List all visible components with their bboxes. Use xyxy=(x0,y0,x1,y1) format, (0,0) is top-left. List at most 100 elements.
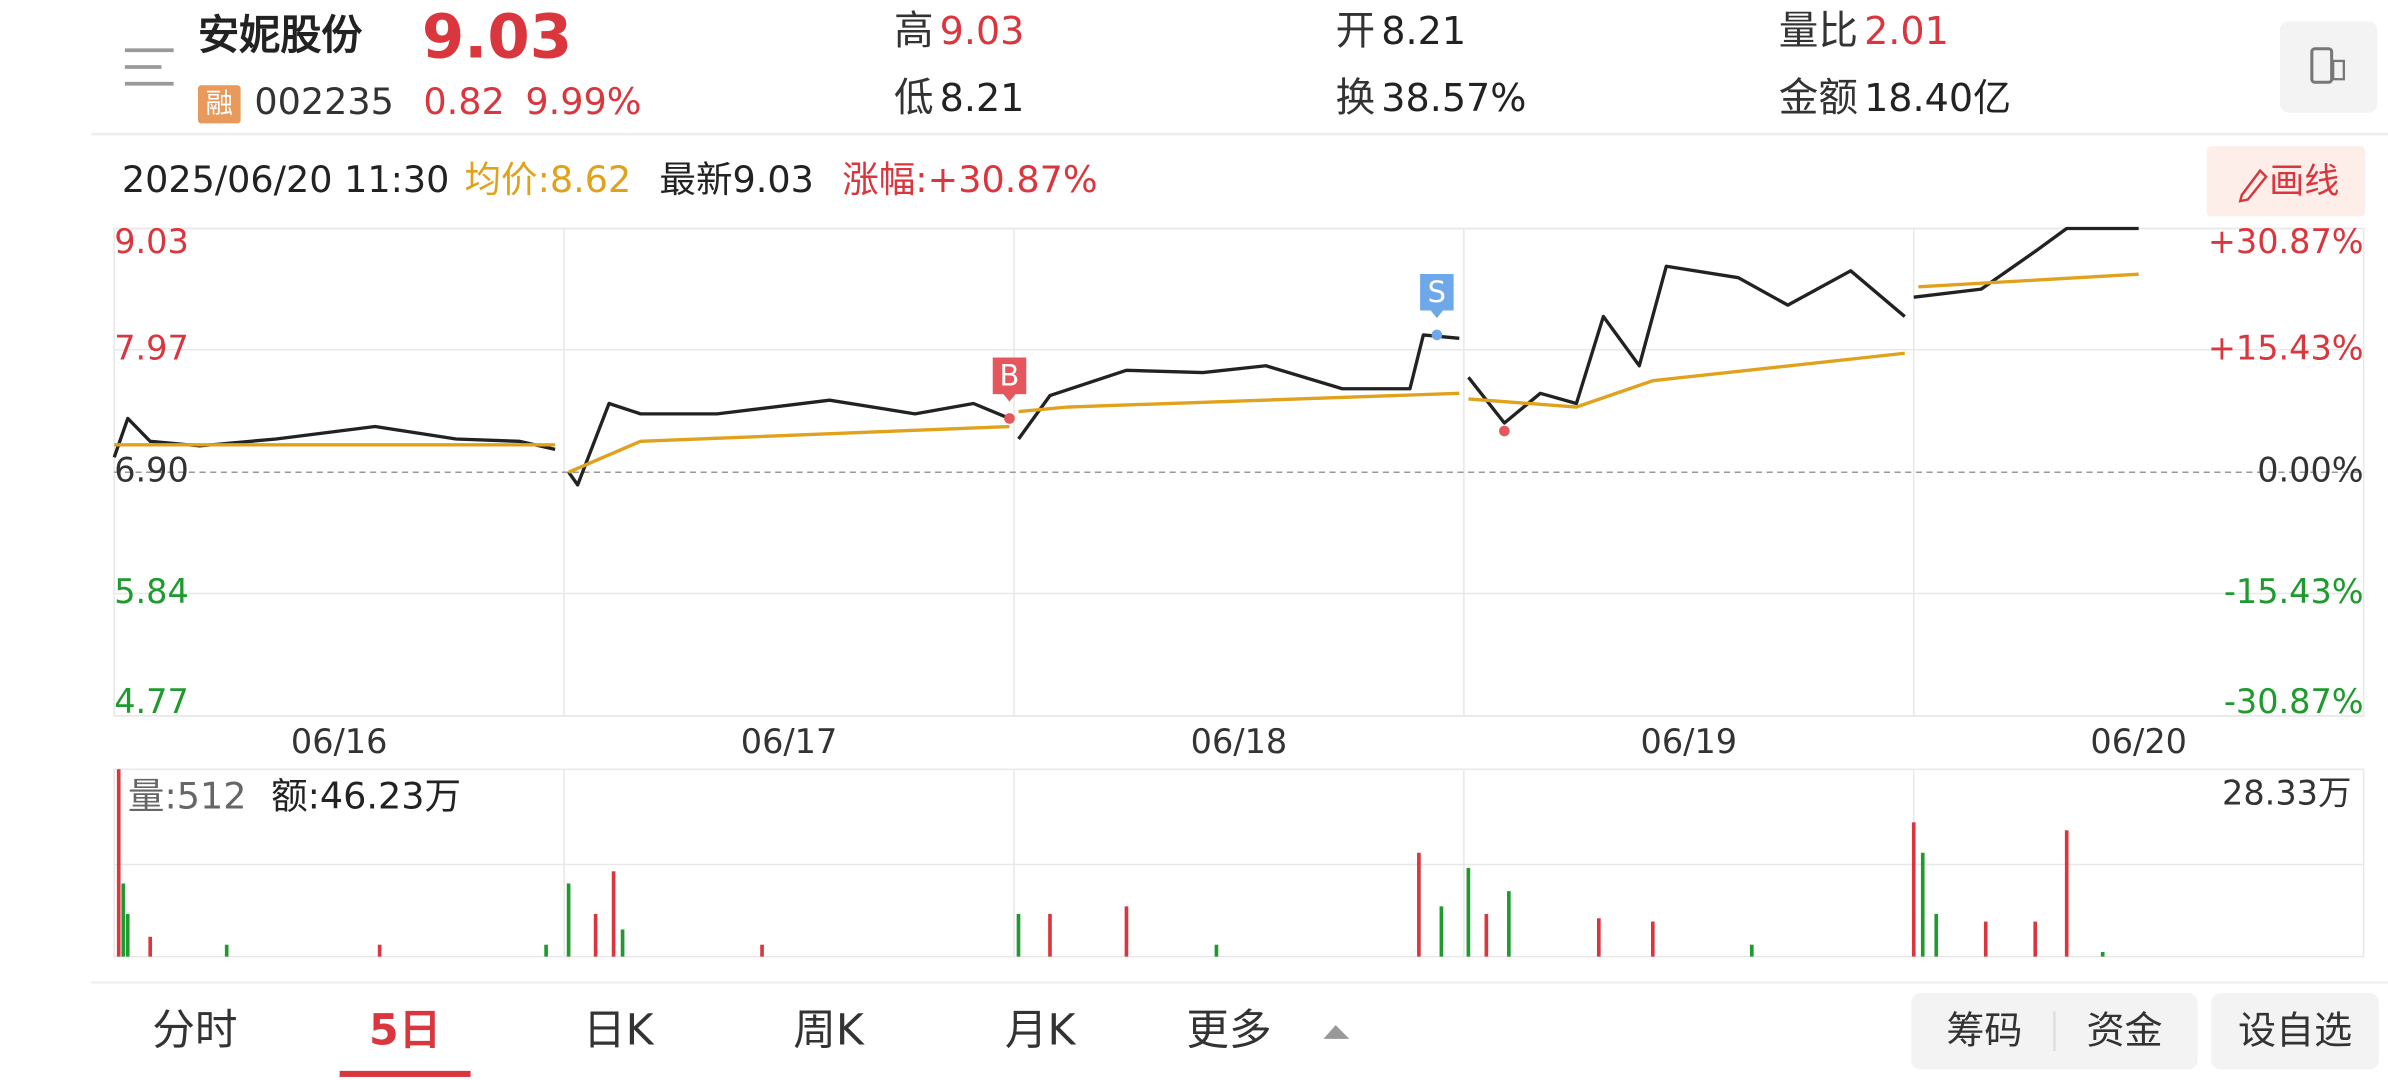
y2-tick-label: 0.00% xyxy=(2257,451,2363,490)
stat-value: 8.21 xyxy=(940,76,1025,120)
y-tick-label: 6.90 xyxy=(114,451,189,490)
price-line xyxy=(114,272,2139,474)
pencil-icon xyxy=(2238,168,2268,203)
volume-bar xyxy=(2033,921,2038,957)
badge-bg xyxy=(197,85,241,124)
volume-bar xyxy=(2100,951,2105,957)
watch-button-bg xyxy=(2211,993,2379,1070)
stat-label: 换 xyxy=(1336,75,1376,121)
plot: BS xyxy=(112,226,2139,957)
volume-bar xyxy=(1439,906,1444,957)
price-line xyxy=(112,226,2139,487)
y-tick-label: 4.77 xyxy=(114,682,189,721)
y2-tick-label: +30.87% xyxy=(2208,222,2364,261)
volume-bar xyxy=(593,913,598,957)
stat-value: 38.57% xyxy=(1381,76,1526,120)
volume-bar xyxy=(760,944,764,957)
volume-bar xyxy=(611,871,616,957)
tab[interactable]: 日K xyxy=(583,1005,655,1055)
stat-label: 开 xyxy=(1336,8,1376,54)
stat-value: 9.03 xyxy=(940,9,1025,53)
y2-tick-label: -30.87% xyxy=(2224,682,2364,721)
stat-label: 金额 xyxy=(1779,75,1858,121)
tab[interactable]: 分时 xyxy=(152,1005,237,1055)
device-button[interactable] xyxy=(2279,21,2378,113)
volume-bar xyxy=(148,936,153,957)
tab[interactable]: 月K xyxy=(1005,1005,1077,1055)
y-tick-label: 7.97 xyxy=(114,328,189,367)
x-tick-label: 06/20 xyxy=(2090,722,2187,761)
chips-button[interactable]: 筹码 xyxy=(1946,1008,2022,1052)
marker-dot xyxy=(1004,413,1015,424)
stat-value: 18.40亿 xyxy=(1864,76,2011,120)
volume-bar xyxy=(1417,852,1421,957)
volume-bar xyxy=(1466,867,1471,957)
change: 0.82 xyxy=(423,80,504,123)
volume-bar xyxy=(1124,906,1129,957)
tab[interactable]: 更多 xyxy=(1186,1005,1271,1055)
trade-dot xyxy=(1499,425,1510,437)
volume-frame xyxy=(113,768,2365,958)
stat-label: 低 xyxy=(894,75,934,121)
volume-bar xyxy=(1650,921,1655,957)
volume-tick-label: 28.33万 xyxy=(2222,774,2351,813)
x-tick-label: 06/16 xyxy=(291,722,388,761)
badge: 融 xyxy=(206,89,233,120)
device-icon xyxy=(2310,47,2334,84)
marker-flag xyxy=(992,357,1027,402)
volume-bar xyxy=(544,944,548,957)
stock-price: 9.03 xyxy=(422,2,572,73)
volume-bar xyxy=(1484,913,1489,957)
menu-icon[interactable] xyxy=(124,48,174,86)
volume-bar xyxy=(224,944,229,957)
y-tick-label: 5.84 xyxy=(114,572,189,611)
stat-value: 2.01 xyxy=(1864,9,1949,53)
change-pct: 9.99% xyxy=(525,80,641,123)
volume-bar xyxy=(1920,852,1925,957)
volume-bar xyxy=(1983,921,1988,957)
volume-bar xyxy=(116,769,121,957)
volume-bar xyxy=(1016,913,1021,957)
draw-button-label: 画线 xyxy=(2269,161,2339,202)
info-change: 涨幅:+30.87% xyxy=(842,158,1097,201)
amount-label: 额:46.23万 xyxy=(271,775,461,818)
volume-bar xyxy=(1749,944,1754,957)
funds-button[interactable]: 资金 xyxy=(2086,1008,2162,1052)
marker-dot xyxy=(1431,329,1443,341)
add-watch-button[interactable]: 设自选 xyxy=(2238,1008,2352,1052)
tab[interactable]: 周K xyxy=(793,1005,865,1055)
info-latest: 最新9.03 xyxy=(659,158,813,201)
stock-name: 安妮股份 xyxy=(198,11,362,59)
x-tick-label: 06/19 xyxy=(1641,722,1738,761)
volume-bar xyxy=(1934,913,1939,957)
marker-label: B xyxy=(1000,358,1020,392)
volume-bar xyxy=(1507,891,1511,957)
info-avg: 均价:8.62 xyxy=(465,158,632,201)
volume-bar xyxy=(1048,913,1052,957)
stat-label: 高 xyxy=(894,8,934,54)
info-time: 2025/06/20 11:30 xyxy=(122,158,450,201)
volume-bar xyxy=(377,944,382,957)
volume-bar xyxy=(2064,830,2069,957)
volume-bar xyxy=(566,883,571,957)
volume-label: 量:512 xyxy=(128,775,247,818)
volume-bar xyxy=(620,929,625,957)
tab-underline xyxy=(339,1070,471,1077)
stat-value: 8.21 xyxy=(1381,9,1466,53)
volume-bar xyxy=(125,913,130,957)
x-tick-label: 06/18 xyxy=(1191,722,1288,761)
y2-tick-label: +15.43% xyxy=(2208,328,2364,367)
volume-bar xyxy=(1597,918,1601,957)
marker-label: S xyxy=(1428,275,1446,309)
volume-bar xyxy=(1911,822,1916,957)
more-arrow[interactable] xyxy=(1323,1025,1350,1039)
x-tick-label: 06/17 xyxy=(741,722,838,761)
grid: 9.03 +30.87% 7.97 +15.43% 6.90 0.00% 5.84 -15.4… xyxy=(113,222,2365,958)
device-icon xyxy=(2332,59,2345,81)
marker-flag xyxy=(1420,273,1454,319)
tab[interactable]: 5日 xyxy=(369,1005,441,1055)
y2-tick-label: -15.43% xyxy=(2224,572,2364,611)
